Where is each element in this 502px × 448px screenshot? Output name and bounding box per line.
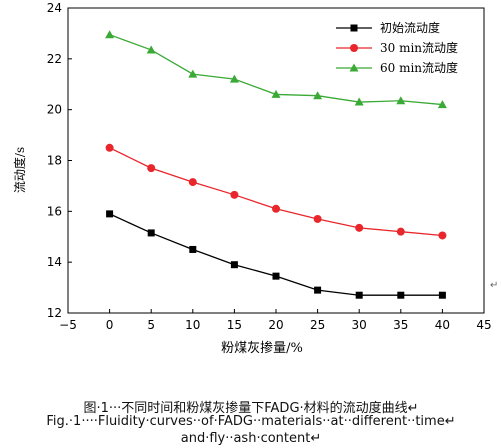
data-point <box>105 143 114 152</box>
data-point <box>354 97 364 106</box>
y-tick-label: 16 <box>47 204 62 218</box>
data-point <box>438 291 446 299</box>
data-point <box>355 291 363 299</box>
x-tick-label: 30 <box>352 318 367 332</box>
data-point <box>272 272 280 280</box>
data-point <box>105 30 115 39</box>
caption-chinese: 图·1···不同时间和粉煤灰掺量下FADG·材料的流动度曲线↵ <box>83 401 419 416</box>
x-tick-label: 10 <box>185 318 200 332</box>
x-axis-label: 粉煤灰掺量/% <box>221 340 303 356</box>
data-point <box>230 261 238 269</box>
data-point <box>188 69 198 78</box>
data-point <box>313 91 323 100</box>
axes-frame <box>67 7 485 314</box>
y-axis-label: 流动度/s <box>12 147 27 193</box>
x-tick-label: 15 <box>227 318 242 332</box>
paragraph-mark: ↵ <box>490 280 499 291</box>
series-group <box>105 30 447 299</box>
y-tick-label: 14 <box>47 255 62 269</box>
x-tick-label: 20 <box>268 318 283 332</box>
data-point <box>313 214 322 223</box>
series-square <box>106 210 446 299</box>
data-point <box>437 100 447 109</box>
data-point <box>314 286 322 294</box>
data-point <box>230 190 239 199</box>
legend-label: 初始流动度 <box>380 20 440 35</box>
data-point <box>147 229 155 237</box>
caption-english-line1: Fig.·1····Fluidity·curves··of·FADG··mate… <box>46 414 456 429</box>
legend-marker <box>350 24 358 32</box>
series-triangle <box>105 30 447 109</box>
data-point <box>189 245 197 253</box>
series-line <box>109 213 443 296</box>
data-point <box>147 164 156 173</box>
series-circle <box>105 143 447 240</box>
x-tick-label: −5 <box>59 318 77 332</box>
y-tick-label: 24 <box>47 1 62 15</box>
caption-english-line2: and·fly··ash·content↵ <box>180 431 322 446</box>
tick-labels: −5 0 5 10 15 20 25 30 35 40 45 12 14 16 18 20 22 24 <box>47 1 492 332</box>
x-tick-label: 5 <box>147 318 155 332</box>
data-point <box>397 291 405 299</box>
data-point <box>106 210 114 218</box>
x-tick-label: 45 <box>476 318 491 332</box>
series-line <box>109 147 443 237</box>
x-tick-label: 25 <box>310 318 325 332</box>
y-tick-label: 12 <box>47 306 62 320</box>
x-tick-label: 0 <box>106 318 114 332</box>
y-tick-label: 18 <box>47 154 62 168</box>
data-point <box>355 223 364 232</box>
data-point <box>229 74 239 83</box>
legend-marker <box>350 44 358 52</box>
legend: 初始流动度 30 min流动度 60 min流动度 <box>336 20 458 75</box>
x-tick-label: 40 <box>435 318 450 332</box>
data-point <box>396 227 405 236</box>
legend-label: 60 min流动度 <box>380 60 458 75</box>
y-tick-label: 20 <box>47 103 62 117</box>
y-tick-label: 22 <box>47 52 62 66</box>
fluidity-chart: −5 0 5 10 15 20 25 30 35 40 45 12 14 16 18 20 22 24 初始流动度… <box>12 1 492 356</box>
data-point <box>188 178 197 187</box>
x-tick-label: 35 <box>393 318 408 332</box>
data-point <box>438 231 447 240</box>
data-point <box>396 96 406 105</box>
data-point <box>146 45 156 54</box>
legend-marker <box>349 63 359 72</box>
data-point <box>271 89 281 98</box>
legend-label: 30 min流动度 <box>380 40 458 55</box>
data-point <box>272 204 280 213</box>
